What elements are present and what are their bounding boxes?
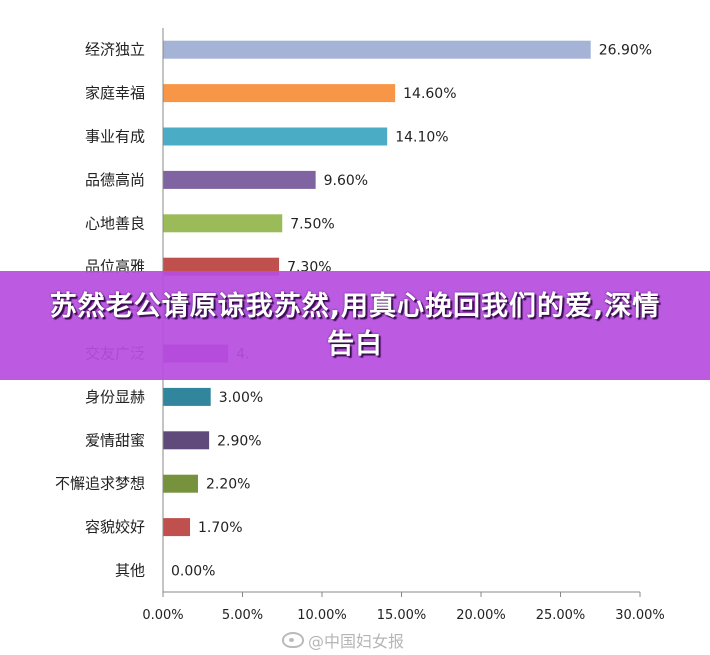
bar-value-label: 3.00% [219,390,263,406]
bars-layer: 经济独立 26.90% 家庭幸福 14.60% 事业有成 14.10% 品德高尚 9.60% 心… [55,40,652,580]
weibo-icon [282,632,304,648]
category-label: 事业有成 [85,128,145,146]
bar-value-label: 9.60% [324,173,368,189]
bar [163,431,210,450]
bar-value-label: 26.90% [599,43,652,59]
bar-value-label: 2.20% [206,477,250,493]
bar-value-label: 2.90% [217,433,261,449]
x-tick-label: 25.00% [536,608,586,623]
bar [163,84,396,103]
x-tick-label: 10.00% [297,608,347,623]
bar [163,387,211,406]
category-label: 爱情甜蜜 [85,431,145,449]
watermark: @中国妇女报 [282,628,404,652]
x-tick-label: 20.00% [456,608,506,623]
category-label: 容貌姣好 [85,518,145,536]
bar [163,170,316,189]
bar [163,127,388,146]
x-ticks-layer: 0.00% 5.00% 10.00% 15.00% 20.00% 25.00% 30.00% [142,592,665,623]
x-tick-label: 0.00% [142,608,183,623]
bar-value-label: 0.00% [171,564,215,580]
x-tick-label: 15.00% [377,608,427,623]
category-label: 心地善良 [85,214,145,232]
headline-text: 苏然老公请原谅我苏然,用真心挽回我们的爱,深情告白 [49,290,661,360]
category-label: 其他 [115,562,145,580]
bar-value-label: 14.60% [403,86,456,102]
category-label: 经济独立 [85,41,145,59]
category-label: 品德高尚 [85,171,145,189]
bar [163,474,198,493]
watermark-text: @中国妇女报 [308,632,405,651]
bar-value-label: 14.10% [395,130,448,146]
category-label: 家庭幸福 [85,84,145,102]
bar-value-label: 1.70% [198,520,242,536]
x-tick-label: 30.00% [615,608,665,623]
category-label: 不懈追求梦想 [55,475,145,493]
category-label: 身份显赫 [85,388,145,406]
bar-value-label: 7.50% [290,216,334,232]
headline-banner: 苏然老公请原谅我苏然,用真心挽回我们的爱,深情告白 [0,271,710,380]
bar [163,214,283,233]
bar [163,518,191,537]
x-tick-label: 5.00% [222,608,263,623]
bar [163,40,591,59]
